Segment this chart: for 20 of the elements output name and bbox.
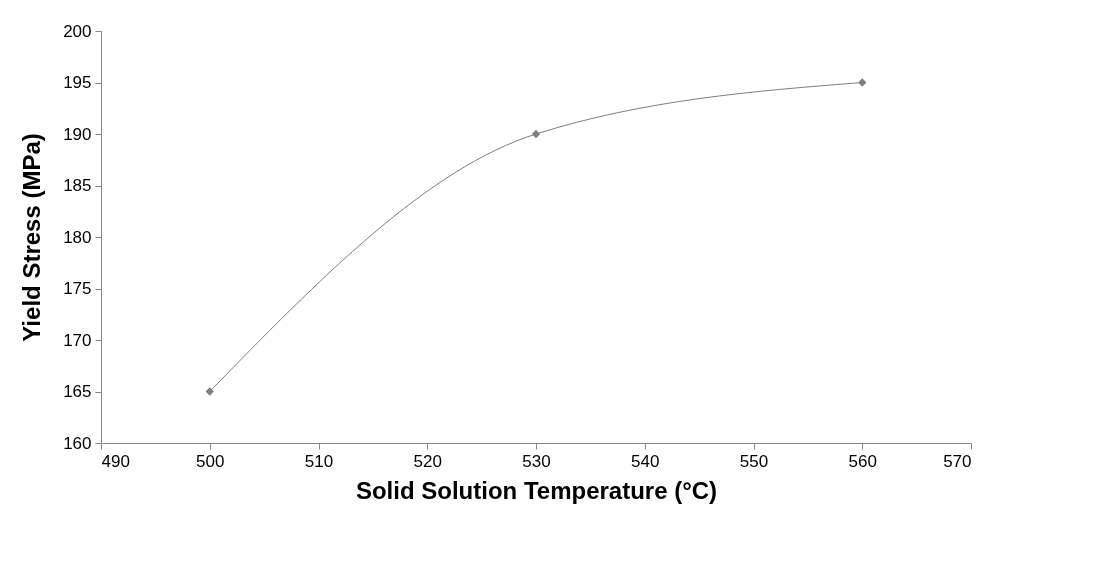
x-tick-label: 500 bbox=[196, 451, 225, 471]
y-tick-label: 180 bbox=[63, 227, 92, 247]
x-tick-label: 510 bbox=[304, 451, 334, 471]
y-tick-label: 195 bbox=[63, 73, 92, 92]
x-tick-label: 560 bbox=[848, 451, 877, 471]
y-tick-label: 160 bbox=[63, 433, 92, 453]
y-tick-label: 200 bbox=[63, 21, 92, 41]
x-tick-label: 570 bbox=[943, 451, 972, 471]
y-tick-label: 175 bbox=[63, 279, 92, 298]
y-axis-title: Yield Stress (MPa) bbox=[18, 133, 46, 342]
x-tick-label: 520 bbox=[413, 451, 442, 471]
x-tick-label: 490 bbox=[101, 451, 130, 471]
x-axis-title: Solid Solution Temperature (°C) bbox=[355, 476, 718, 504]
x-tick-label: 550 bbox=[739, 451, 769, 471]
y-tick-label: 170 bbox=[63, 330, 92, 350]
y-tick-label: 185 bbox=[63, 176, 92, 195]
y-tick-label: 190 bbox=[63, 124, 92, 144]
x-tick-label: 540 bbox=[631, 451, 660, 471]
y-tick-label: 165 bbox=[63, 382, 92, 401]
x-tick-label: 530 bbox=[522, 451, 551, 471]
